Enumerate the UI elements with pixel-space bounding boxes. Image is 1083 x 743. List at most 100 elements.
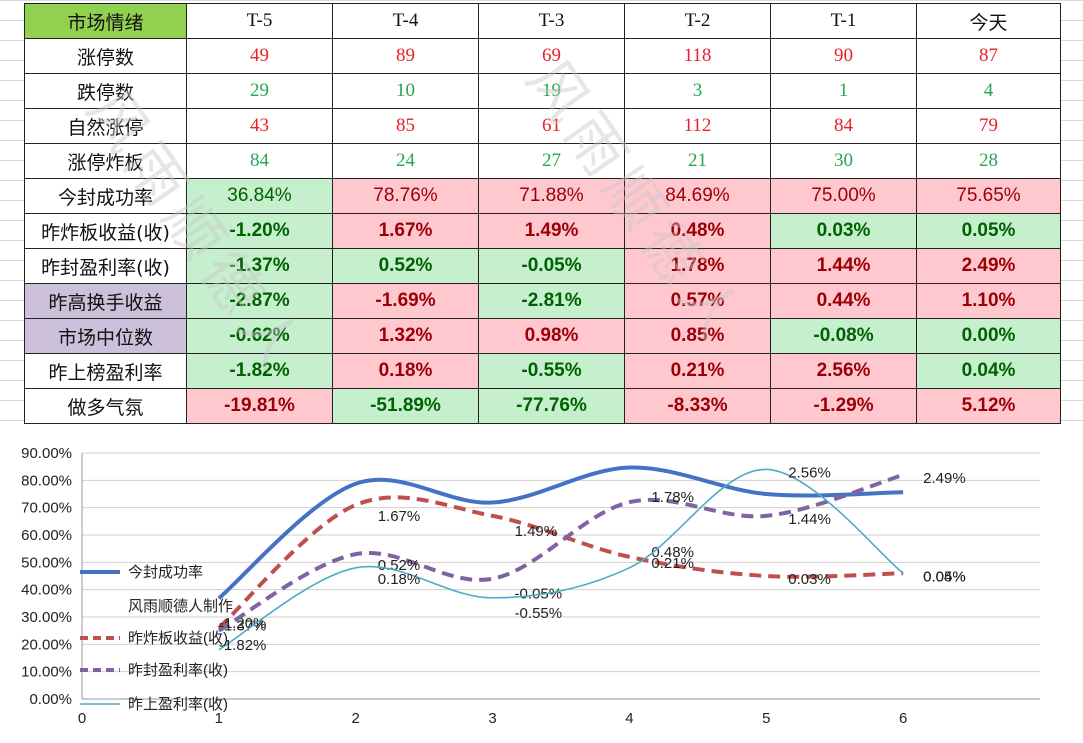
count-cell: 69 — [478, 38, 625, 74]
legend-label: 昨炸板收益(收) — [128, 629, 228, 647]
percent-cell: 1.44% — [770, 248, 917, 284]
count-cell: 85 — [332, 108, 479, 144]
y-tick-label: 0.00% — [29, 691, 72, 708]
row-label: 市场中位数 — [24, 318, 187, 354]
percent-cell: 0.98% — [478, 318, 625, 354]
count-cell: 29 — [186, 73, 333, 109]
row-label: 跌停数 — [24, 73, 187, 109]
row-label: 昨高换手收益 — [24, 283, 187, 319]
column-header: T-2 — [624, 3, 771, 39]
percent-cell: 0.57% — [624, 283, 771, 319]
percent-cell: 0.48% — [624, 213, 771, 249]
row-label: 昨封盈利率(收) — [24, 248, 187, 284]
count-cell: 28 — [916, 143, 1061, 179]
x-tick-label: 1 — [215, 710, 223, 727]
table-header-row: 市场情绪 T-5 T-4 T-3 T-2 T-1 今天 — [24, 3, 1061, 39]
row-label: 涨停炸板 — [24, 143, 187, 179]
percent-cell: 78.76% — [332, 178, 479, 214]
percent-cell: 1.49% — [478, 213, 625, 249]
y-tick-label: 60.00% — [21, 527, 72, 544]
column-header: T-1 — [770, 3, 917, 39]
count-cell: 61 — [478, 108, 625, 144]
data-label: 0.52% — [378, 557, 421, 574]
percent-cell: -0.55% — [478, 353, 625, 389]
data-label: -1.82% — [219, 637, 267, 654]
row-label: 做多气氛 — [24, 388, 187, 424]
count-cell: 19 — [478, 73, 625, 109]
percent-cell: -1.82% — [186, 353, 333, 389]
data-label: 0.03% — [788, 571, 831, 588]
sentiment-line-chart: 0.00% 10.00% 20.00% 30.00% 40.00% 50.00% 60.00… — [21, 445, 1040, 727]
count-cell: 84 — [770, 108, 917, 144]
percent-cell: 0.05% — [916, 213, 1061, 249]
legend-credit-text: 风雨顺德人制作 — [128, 597, 233, 615]
column-header: T-5 — [186, 3, 333, 39]
column-header: T-3 — [478, 3, 625, 39]
data-label: 1.49% — [515, 523, 558, 540]
y-tick-label: 20.00% — [21, 636, 72, 653]
percent-cell: 0.44% — [770, 283, 917, 319]
table-corner-label: 市场情绪 — [24, 3, 187, 39]
x-tick-label: 3 — [488, 710, 496, 727]
percent-cell: 36.84% — [186, 178, 333, 214]
percent-cell: 1.10% — [916, 283, 1061, 319]
data-label: -1.20% — [219, 615, 267, 632]
series-line — [217, 472, 904, 633]
table-row: 昨高换手收益 -2.87% -1.69% -2.81% 0.57% 0.44% 1.10% — [24, 283, 1061, 319]
data-label: 1.78% — [651, 489, 694, 506]
percent-cell: 0.00% — [916, 318, 1061, 354]
row-label: 昨上榜盈利率 — [24, 353, 187, 389]
percent-cell: -51.89% — [332, 388, 479, 424]
count-cell: 30 — [770, 143, 917, 179]
count-cell: 43 — [186, 108, 333, 144]
count-cell: 90 — [770, 38, 917, 74]
count-cell: 79 — [916, 108, 1061, 144]
percent-cell: 0.04% — [916, 353, 1061, 389]
table-row: 昨炸板收益(收) -1.20% 1.67% 1.49% 0.48% 0.03% 0.05% — [24, 213, 1061, 249]
percent-cell: 1.67% — [332, 213, 479, 249]
legend-label: 昨封盈利率(收) — [128, 662, 228, 679]
percent-cell: 1.78% — [624, 248, 771, 284]
percent-cell: -0.05% — [478, 248, 625, 284]
column-header: 今天 — [916, 3, 1061, 39]
data-label: -0.55% — [515, 605, 563, 622]
percent-cell: -1.37% — [186, 248, 333, 284]
percent-cell: 1.32% — [332, 318, 479, 354]
percent-cell: 0.18% — [332, 353, 479, 389]
legend-label: 今封成功率 — [128, 564, 203, 581]
y-tick-label: 70.00% — [21, 500, 72, 517]
percent-cell: 0.03% — [770, 213, 917, 249]
count-cell: 87 — [916, 38, 1061, 74]
count-cell: 4 — [916, 73, 1061, 109]
count-cell: 89 — [332, 38, 479, 74]
data-label: -1.37% — [219, 618, 267, 635]
count-cell: 10 — [332, 73, 479, 109]
table-row: 做多气氛 -19.81% -51.89% -77.76% -8.33% -1.29% 5.1… — [24, 388, 1061, 424]
percent-cell: -77.76% — [478, 388, 625, 424]
table-row: 昨封盈利率(收) -1.37% 0.52% -0.05% 1.78% 1.44% 2.49% — [24, 248, 1061, 284]
count-cell: 27 — [478, 143, 625, 179]
data-label: 1.44% — [788, 511, 831, 528]
count-cell: 118 — [624, 38, 771, 74]
y-tick-label: 10.00% — [21, 664, 72, 681]
data-label: 0.18% — [378, 571, 421, 588]
row-label: 今封成功率 — [24, 178, 187, 214]
row-label: 自然涨停 — [24, 108, 187, 144]
count-cell: 3 — [624, 73, 771, 109]
x-tick-label: 0 — [78, 710, 86, 727]
count-cell: 21 — [624, 143, 771, 179]
count-cell: 1 — [770, 73, 917, 109]
percent-cell: 2.56% — [770, 353, 917, 389]
column-header: T-4 — [332, 3, 479, 39]
percent-cell: 0.52% — [332, 248, 479, 284]
data-label: 0.05% — [923, 568, 966, 585]
y-tick-label: 90.00% — [21, 445, 72, 462]
data-label: 2.56% — [788, 464, 831, 481]
percent-cell: -2.81% — [478, 283, 625, 319]
percent-cell: 5.12% — [916, 388, 1061, 424]
percent-cell: 84.69% — [624, 178, 771, 214]
percent-cell: -2.87% — [186, 283, 333, 319]
percent-cell: -1.29% — [770, 388, 917, 424]
data-label: 0.04% — [923, 568, 966, 585]
table-row: 昨上榜盈利率 -1.82% 0.18% -0.55% 0.21% 2.56% 0.04% — [24, 353, 1061, 389]
